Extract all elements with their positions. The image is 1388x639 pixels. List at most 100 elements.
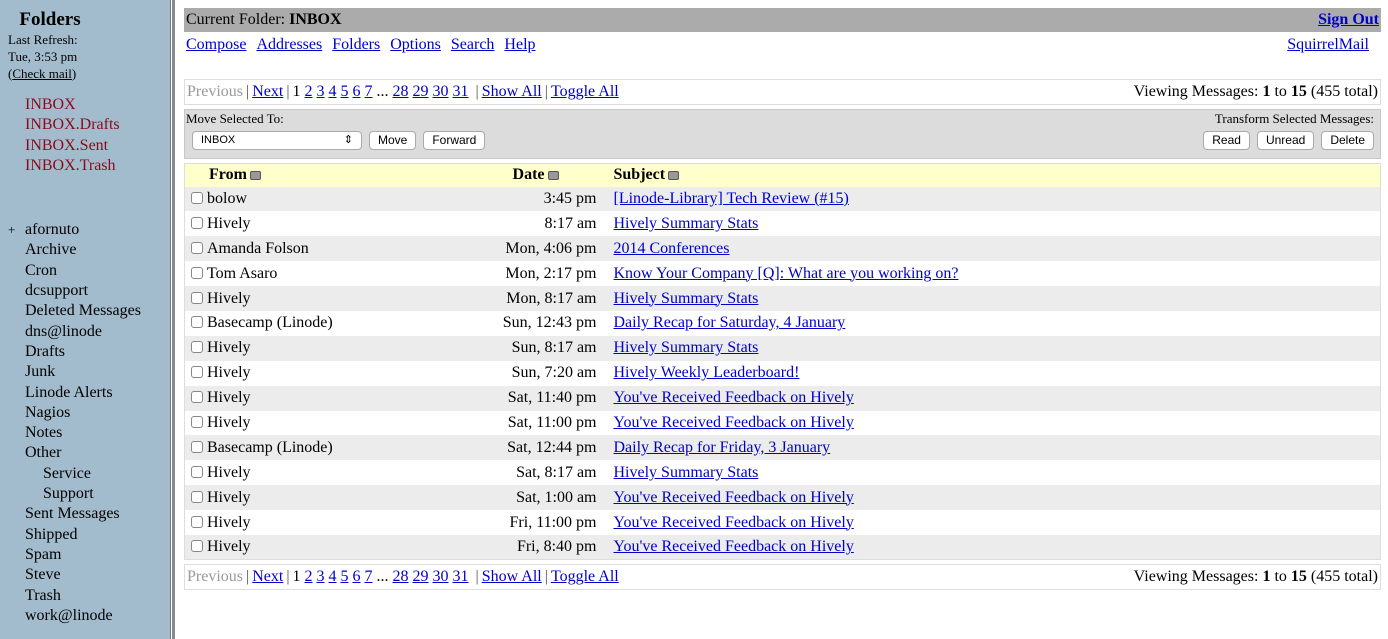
subject-link[interactable]: You've Received Feedback on Hively (613, 488, 854, 506)
check-mail-link[interactable]: Check mail (12, 66, 72, 81)
nav-help[interactable]: Help (504, 36, 536, 53)
page-link[interactable]: 29 (412, 83, 429, 100)
folder-item[interactable]: Archive (25, 240, 170, 260)
page-link[interactable]: 7 (364, 83, 373, 100)
subject-link[interactable]: Hively Summary Stats (613, 214, 759, 232)
table-row[interactable]: Hively Sun, 8:17 am Hively Summary Stats (184, 335, 1381, 361)
show-all-link[interactable]: Show All (481, 568, 542, 586)
move-folder-select[interactable]: INBOX ⇕ (192, 131, 362, 150)
subject-link[interactable]: Know Your Company [Q]: What are you work… (613, 264, 959, 282)
select-checkbox[interactable] (191, 341, 203, 354)
table-row[interactable]: bolow 3:45 pm [Linode-Library] Tech Revi… (184, 186, 1381, 212)
folder-item[interactable]: INBOX.Drafts (25, 116, 120, 134)
select-checkbox[interactable] (191, 216, 203, 229)
select-checkbox[interactable] (191, 316, 203, 329)
folder-item[interactable]: Drafts (25, 342, 170, 362)
folder-item[interactable]: Service (25, 464, 170, 484)
expand-icon[interactable]: + (8, 222, 16, 238)
page-link[interactable]: 2 (304, 83, 313, 100)
page-link[interactable]: 28 (392, 568, 409, 586)
folder-item[interactable]: Linode Alerts (25, 383, 170, 403)
sign-out-link[interactable]: Sign Out (1318, 11, 1379, 28)
select-checkbox[interactable] (191, 415, 203, 428)
table-row[interactable]: Amanda Folson Mon, 4:06 pm 2014 Conferen… (184, 236, 1381, 262)
table-row[interactable]: Hively 8:17 am Hively Summary Stats (185, 211, 1381, 236)
folder-item[interactable]: Trash (25, 586, 170, 606)
select-checkbox[interactable] (191, 440, 203, 453)
page-link[interactable]: 6 (352, 568, 361, 586)
folder-item[interactable]: dns@linode (25, 322, 170, 342)
table-row[interactable]: Tom Asaro Mon, 2:17 pm Know Your Company… (185, 261, 1381, 286)
table-row[interactable]: Hively Sat, 11:40 pm You've Received Fee… (184, 385, 1381, 411)
page-link[interactable]: 2 (304, 568, 313, 586)
folder-item[interactable]: Spam (25, 545, 170, 565)
page-link[interactable]: 5 (340, 83, 349, 100)
subject-link[interactable]: Daily Recap for Friday, 3 January (613, 438, 831, 456)
folder-item[interactable]: Notes (25, 423, 170, 443)
sort-icon[interactable] (249, 171, 261, 181)
folder-item[interactable]: dcsupport (25, 281, 170, 301)
subject-link[interactable]: [Linode-Library] Tech Review (#15) (613, 189, 849, 207)
folder-item[interactable]: Support (25, 484, 170, 504)
table-row[interactable]: Hively Sat, 8:17 am Hively Summary Stats (185, 460, 1381, 485)
toggle-all-link[interactable]: Toggle All (550, 83, 619, 100)
select-checkbox[interactable] (191, 366, 203, 379)
page-link[interactable]: 30 (432, 568, 449, 586)
next-link[interactable]: Next (252, 568, 284, 586)
page-link[interactable]: 4 (328, 568, 337, 586)
subject-link[interactable]: 2014 Conferences (613, 239, 730, 257)
folder-item[interactable]: INBOX.Trash (25, 156, 116, 174)
table-row[interactable]: Hively Sat, 1:00 am You've Received Feed… (184, 485, 1381, 511)
move-button[interactable]: Move (369, 131, 417, 150)
subject-link[interactable]: Hively Summary Stats (613, 463, 759, 481)
table-row[interactable]: Hively Fri, 11:00 pm You've Received Fee… (185, 510, 1381, 535)
squirrelmail-link[interactable]: SquirrelMail (1287, 36, 1369, 53)
page-link[interactable]: 3 (316, 568, 325, 586)
sort-icon[interactable] (668, 171, 680, 181)
forward-button[interactable]: Forward (423, 131, 486, 150)
nav-options[interactable]: Options (390, 36, 441, 53)
folder-item[interactable]: + afornuto (8, 220, 170, 240)
table-row[interactable]: Hively Sat, 11:00 pm You've Received Fee… (185, 411, 1381, 436)
page-link[interactable]: 31 (452, 568, 469, 586)
table-row[interactable]: Basecamp (Linode) Sat, 12:44 pm Daily Re… (184, 435, 1381, 461)
select-checkbox[interactable] (191, 266, 203, 279)
page-link[interactable]: 28 (392, 83, 409, 100)
folder-item[interactable]: Shipped (25, 525, 170, 545)
delete-button[interactable]: Delete (1321, 131, 1374, 150)
page-link[interactable]: 6 (352, 83, 361, 100)
select-checkbox[interactable] (191, 515, 203, 528)
subject-link[interactable]: Hively Weekly Leaderboard! (613, 364, 800, 382)
show-all-link[interactable]: Show All (481, 83, 542, 100)
page-link[interactable]: 31 (452, 83, 469, 100)
sort-icon[interactable] (547, 171, 559, 181)
nav-search[interactable]: Search (450, 36, 495, 53)
table-row[interactable]: Basecamp (Linode) Sun, 12:43 pm Daily Re… (185, 311, 1381, 336)
sort-from[interactable]: From (184, 163, 490, 187)
nav-addresses[interactable]: Addresses (256, 36, 323, 53)
page-link[interactable]: 29 (412, 568, 429, 586)
nav-compose[interactable]: Compose (186, 36, 247, 53)
frame-divider[interactable] (172, 0, 175, 639)
folder-item[interactable]: INBOX (25, 96, 76, 113)
select-checkbox[interactable] (191, 540, 203, 553)
table-row[interactable]: Hively Mon, 8:17 am Hively Summary Stats (184, 286, 1381, 311)
folder-item[interactable]: Nagios (25, 403, 170, 423)
select-checkbox[interactable] (191, 191, 203, 204)
select-checkbox[interactable] (191, 490, 203, 503)
folder-item[interactable]: work@linode (25, 606, 170, 626)
table-row[interactable]: Hively Fri, 8:40 pm You've Received Feed… (184, 534, 1381, 560)
select-checkbox[interactable] (191, 465, 203, 478)
read-button[interactable]: Read (1203, 131, 1250, 150)
select-checkbox[interactable] (191, 291, 203, 304)
table-row[interactable]: Hively Sun, 7:20 am Hively Weekly Leader… (185, 361, 1381, 386)
select-checkbox[interactable] (191, 241, 203, 254)
folder-item[interactable]: Cron (25, 261, 170, 281)
subject-link[interactable]: You've Received Feedback on Hively (613, 389, 854, 407)
subject-link[interactable]: You've Received Feedback on Hively (613, 538, 854, 556)
sort-subject[interactable]: Subject (613, 163, 1381, 187)
subject-link[interactable]: You've Received Feedback on Hively (613, 513, 854, 531)
toggle-all-link[interactable]: Toggle All (550, 568, 619, 586)
folder-item[interactable]: INBOX.Sent (25, 136, 109, 154)
page-link[interactable]: 5 (340, 568, 349, 586)
